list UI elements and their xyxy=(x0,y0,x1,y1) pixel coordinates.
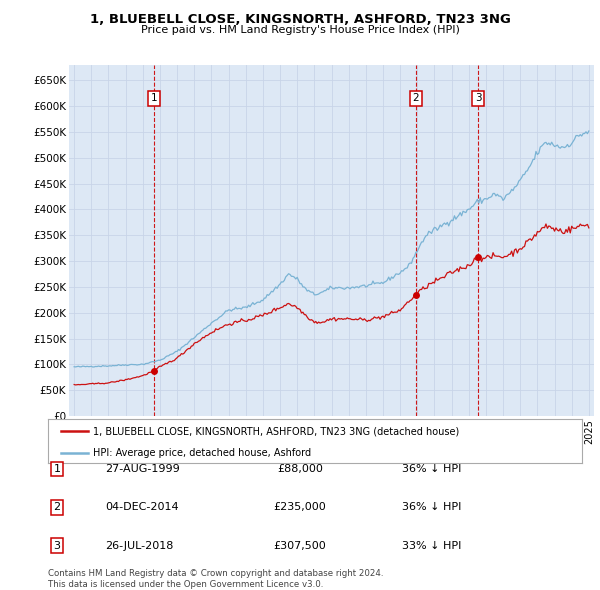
Text: 2: 2 xyxy=(413,93,419,103)
Text: 1, BLUEBELL CLOSE, KINGSNORTH, ASHFORD, TN23 3NG: 1, BLUEBELL CLOSE, KINGSNORTH, ASHFORD, … xyxy=(89,13,511,26)
Text: £88,000: £88,000 xyxy=(277,464,323,474)
Text: 36% ↓ HPI: 36% ↓ HPI xyxy=(402,503,461,512)
Text: 04-DEC-2014: 04-DEC-2014 xyxy=(105,503,179,512)
Text: HPI: Average price, detached house, Ashford: HPI: Average price, detached house, Ashf… xyxy=(94,448,311,458)
Text: 2: 2 xyxy=(53,503,61,512)
Text: £235,000: £235,000 xyxy=(274,503,326,512)
Text: £307,500: £307,500 xyxy=(274,541,326,550)
Text: 1: 1 xyxy=(151,93,157,103)
Text: 26-JUL-2018: 26-JUL-2018 xyxy=(105,541,173,550)
Text: 3: 3 xyxy=(475,93,482,103)
Text: Price paid vs. HM Land Registry's House Price Index (HPI): Price paid vs. HM Land Registry's House … xyxy=(140,25,460,35)
Text: 1, BLUEBELL CLOSE, KINGSNORTH, ASHFORD, TN23 3NG (detached house): 1, BLUEBELL CLOSE, KINGSNORTH, ASHFORD, … xyxy=(94,427,460,436)
Text: 1: 1 xyxy=(53,464,61,474)
Text: 3: 3 xyxy=(53,541,61,550)
Text: 36% ↓ HPI: 36% ↓ HPI xyxy=(402,464,461,474)
Text: Contains HM Land Registry data © Crown copyright and database right 2024.
This d: Contains HM Land Registry data © Crown c… xyxy=(48,569,383,589)
Text: 27-AUG-1999: 27-AUG-1999 xyxy=(105,464,180,474)
Text: 33% ↓ HPI: 33% ↓ HPI xyxy=(402,541,461,550)
